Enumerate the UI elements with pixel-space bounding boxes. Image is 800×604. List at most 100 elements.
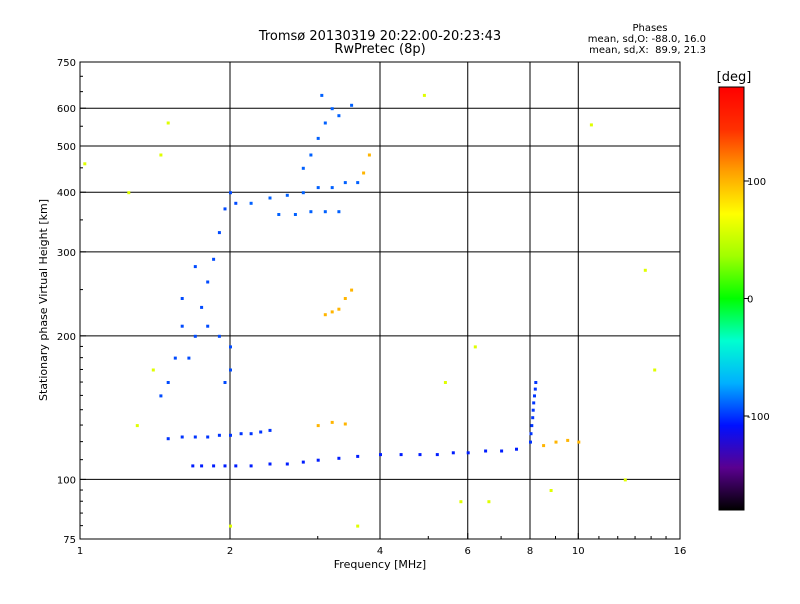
echo-point	[473, 345, 477, 349]
echo-point	[330, 186, 334, 190]
y-tick-label: 200	[57, 332, 76, 343]
echo-point	[356, 181, 360, 185]
echo-point	[515, 447, 518, 451]
grid	[80, 62, 680, 539]
echo-point	[549, 489, 553, 492]
y-tick-label: 400	[57, 188, 76, 199]
echo-point	[159, 394, 163, 398]
echo-point	[229, 433, 232, 437]
echo-point	[323, 121, 327, 125]
y-tick-label: 75	[63, 535, 76, 546]
echo-point	[180, 324, 184, 328]
colorbar-label: [deg]	[717, 70, 752, 85]
echo-point	[180, 435, 184, 439]
echo-point	[301, 460, 305, 464]
echo-points	[83, 93, 657, 528]
echo-point	[566, 438, 570, 442]
echo-point	[193, 334, 197, 338]
echo-point	[200, 305, 204, 309]
echo-point	[577, 440, 581, 444]
echo-point	[487, 500, 491, 504]
echo-point	[259, 430, 263, 434]
echo-point	[316, 136, 320, 140]
echo-point	[530, 424, 534, 428]
chart-title: Tromsø 20130319 20:22:00-20:23:43	[258, 29, 501, 44]
y-tick-label: 100	[57, 475, 76, 486]
echo-point	[127, 191, 131, 195]
echo-point	[399, 453, 403, 457]
echo-point	[337, 114, 341, 118]
echo-point	[159, 153, 163, 157]
echo-point	[330, 107, 334, 111]
echo-point	[362, 171, 366, 175]
echo-point	[239, 432, 243, 436]
x-tick-label: 2	[227, 546, 233, 557]
echo-point	[343, 181, 347, 185]
y-axis: 75 100 200 300 400 500 600 750	[57, 58, 86, 546]
echo-point	[653, 368, 657, 372]
echo-point	[533, 387, 537, 391]
echo-point	[533, 394, 536, 398]
echo-point	[180, 297, 184, 300]
echo-point	[350, 288, 354, 292]
phase-stats-title: Phases	[632, 23, 667, 34]
echo-point	[337, 210, 341, 214]
echo-point	[249, 432, 253, 436]
echo-point	[554, 440, 558, 444]
echo-point	[277, 213, 281, 216]
echo-point	[301, 191, 305, 195]
echo-point	[316, 186, 320, 190]
echo-point	[320, 93, 324, 97]
echo-point	[187, 356, 191, 360]
echo-point	[422, 93, 426, 97]
x-tick-label: 4	[377, 546, 383, 557]
echo-point	[229, 524, 232, 528]
echo-point	[531, 408, 535, 412]
x-tick-label: 10	[572, 546, 585, 557]
echo-point	[484, 449, 488, 453]
y-axis-label: Stationary phase Virtual Height [km]	[37, 199, 50, 401]
y-tick-label: 500	[57, 142, 76, 153]
echo-point	[589, 123, 593, 127]
echo-point	[309, 153, 313, 157]
echo-point	[229, 345, 232, 349]
colorbar-axis: -100 0 100	[744, 177, 770, 423]
echo-point	[268, 196, 272, 200]
echo-point	[323, 210, 327, 214]
echo-point	[293, 213, 297, 216]
echo-point	[217, 334, 221, 338]
echo-point	[166, 437, 170, 441]
echo-point	[268, 428, 272, 432]
echo-point	[191, 464, 195, 468]
x-tick-label: 16	[674, 546, 687, 557]
colorbar-tick-label: 0	[747, 295, 753, 306]
colorbar-tick-label: 100	[747, 177, 766, 188]
echo-point	[330, 420, 334, 424]
echo-point	[367, 153, 371, 157]
echo-point	[206, 435, 210, 439]
echo-point	[643, 268, 647, 272]
x-axis: 1 2 4 6 8 10 16	[77, 533, 687, 557]
echo-point	[309, 210, 313, 214]
echo-point	[350, 103, 354, 107]
x-tick-label: 6	[465, 546, 471, 557]
x-tick-label: 8	[527, 546, 533, 557]
echo-point	[193, 265, 197, 269]
echo-point	[451, 451, 455, 455]
y-tick-label: 600	[57, 104, 76, 115]
echo-point	[379, 453, 382, 457]
echo-point	[343, 297, 347, 300]
y-tick-label: 300	[57, 248, 76, 259]
echo-point	[206, 324, 210, 328]
echo-point	[418, 453, 422, 457]
phase-stats-o: mean, sd,O: -88.0, 16.0	[588, 34, 706, 45]
echo-point	[443, 381, 447, 384]
echo-point	[330, 310, 334, 314]
echo-point	[435, 453, 439, 457]
echo-point	[356, 524, 360, 528]
echo-point	[337, 307, 341, 311]
echo-point	[229, 368, 232, 372]
echo-point	[531, 416, 535, 420]
echo-point	[135, 424, 139, 428]
